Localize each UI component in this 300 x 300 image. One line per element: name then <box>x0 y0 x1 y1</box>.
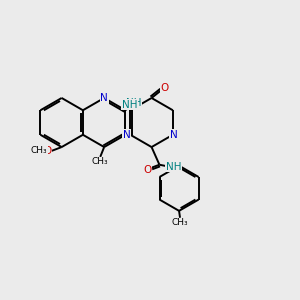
Text: O: O <box>160 83 169 93</box>
Text: NH: NH <box>122 100 137 110</box>
Text: CH₃: CH₃ <box>172 218 188 227</box>
Text: CH₃: CH₃ <box>31 146 47 155</box>
Text: O: O <box>43 146 52 156</box>
Text: N: N <box>170 130 178 140</box>
Text: CH₃: CH₃ <box>92 157 109 166</box>
Text: O: O <box>143 165 152 175</box>
Text: NH: NH <box>166 162 182 172</box>
Text: N: N <box>100 93 108 103</box>
Text: N: N <box>122 130 130 140</box>
Text: NH: NH <box>125 98 141 108</box>
